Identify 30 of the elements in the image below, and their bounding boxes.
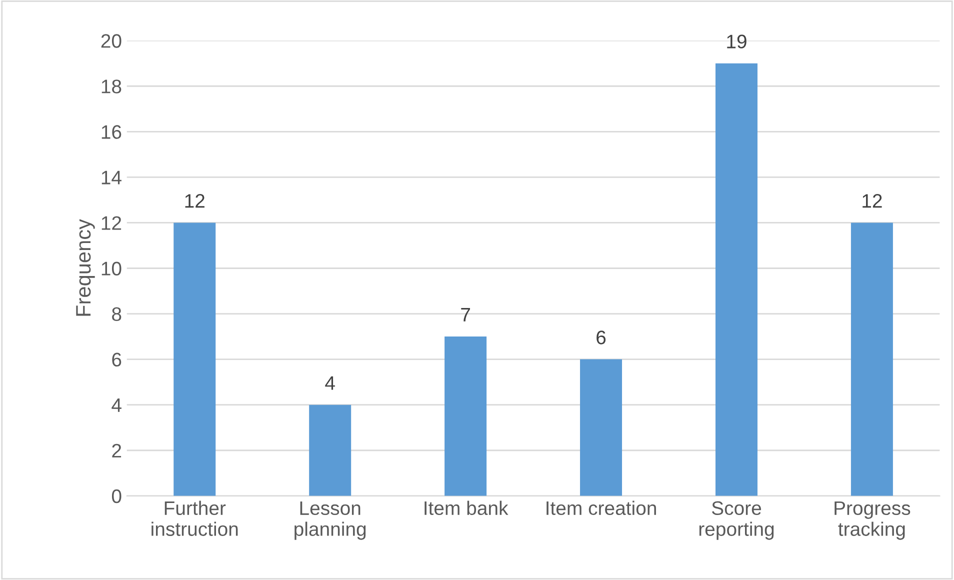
data-label: 4 [325, 376, 335, 390]
data-label: 19 [727, 34, 746, 48]
bar [174, 222, 216, 496]
bar [444, 336, 487, 496]
y-tick-label: 6 [112, 352, 122, 367]
x-tick-label: Further instruction [152, 500, 238, 536]
y-tick-label: 14 [102, 170, 122, 184]
x-tick-label: Score reporting [699, 501, 774, 540]
y-tick-label: 2 [112, 444, 122, 458]
y-tick-label: 4 [112, 398, 122, 412]
y-tick-label: 0 [112, 489, 122, 504]
data-label: 12 [862, 194, 882, 208]
y-axis-title: Frequency [76, 219, 95, 316]
y-tick-label: 8 [112, 307, 122, 322]
data-label: 12 [185, 194, 204, 208]
x-tick-label: Lesson planning [294, 501, 366, 540]
x-tick-label: Item bank [424, 500, 508, 516]
y-tick-label: 20 [101, 34, 122, 48]
bar [580, 359, 622, 496]
data-label: 6 [596, 330, 606, 344]
y-tick-label: 10 [102, 262, 122, 276]
data-label: 7 [461, 308, 470, 322]
x-tick-label: Item creation [546, 500, 656, 516]
bar [309, 404, 352, 496]
x-tick-label: Progress tracking [834, 501, 910, 540]
y-tick-label: 18 [102, 80, 122, 94]
y-tick-label: 12 [102, 216, 122, 230]
bar [715, 63, 758, 496]
bar [850, 222, 893, 496]
y-tick-label: 16 [102, 125, 122, 139]
